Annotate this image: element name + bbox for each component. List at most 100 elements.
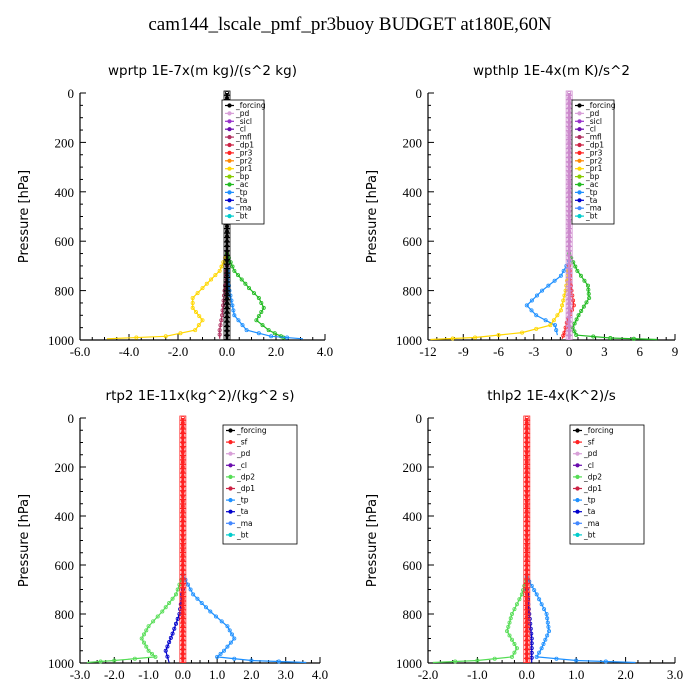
series-point xyxy=(574,333,579,338)
zero-profile-marker xyxy=(523,433,531,439)
series-point xyxy=(541,642,546,647)
zero-profile-marker xyxy=(179,517,187,522)
x-tick-label: -2.0 xyxy=(418,667,439,682)
legend-marker xyxy=(575,498,580,503)
x-tick-label: 0.0 xyxy=(519,667,535,682)
series-point xyxy=(204,281,209,286)
zero-profile-marker xyxy=(223,268,231,274)
series-point xyxy=(508,616,513,621)
y-tick-label: 400 xyxy=(403,185,423,200)
panel-title: rtp2 1E-11x(kg^2)/(kg^2 s) xyxy=(106,388,295,404)
x-tick-label: 2.0 xyxy=(268,344,284,359)
zero-profile-marker xyxy=(179,565,187,571)
series-point xyxy=(153,654,158,659)
x-tick-label: 3.0 xyxy=(667,667,683,682)
x-tick-label: -12 xyxy=(419,344,436,359)
zero-profile-marker xyxy=(223,281,231,287)
series-point xyxy=(213,614,218,619)
legend-marker xyxy=(577,111,582,116)
x-tick-label: 6 xyxy=(636,344,643,359)
series-point xyxy=(576,313,581,318)
series-point xyxy=(546,283,551,288)
series-point xyxy=(534,313,539,318)
zero-profile-marker xyxy=(523,499,531,505)
legend-label: _sicl xyxy=(585,117,602,126)
series-point xyxy=(259,310,264,315)
zero-profile-marker xyxy=(179,486,187,491)
zero-profile-marker xyxy=(179,539,187,544)
series-point xyxy=(554,656,559,661)
series-point xyxy=(232,636,237,641)
legend-marker xyxy=(575,532,580,538)
y-tick-label: 200 xyxy=(403,135,423,150)
series-point xyxy=(586,287,591,292)
zero-profile-marker xyxy=(523,583,531,588)
zero-profile-marker xyxy=(523,494,531,500)
zero-profile-marker xyxy=(223,241,231,247)
panel-3: -3.0 -2.0 -1.0 0.0 1.0 2.0 3.0 4.0 0 200 400 600 800… xyxy=(17,388,328,682)
zero-profile-marker xyxy=(223,246,231,252)
zero-profile-marker xyxy=(179,640,187,646)
series-point xyxy=(534,592,539,597)
series-point xyxy=(561,268,566,273)
series-point xyxy=(545,633,550,638)
series-point xyxy=(514,646,519,651)
legend-marker xyxy=(577,214,582,219)
zero-profile-marker xyxy=(523,618,531,624)
x-tick-label: -3.0 xyxy=(70,667,91,682)
x-tick-label: 0.0 xyxy=(219,344,235,359)
y-tick-label: 800 xyxy=(403,284,423,299)
zero-profile-marker xyxy=(223,295,231,300)
zero-profile-marker xyxy=(179,530,187,536)
series-point xyxy=(509,637,514,642)
series-point xyxy=(149,651,154,656)
y-tick-label: 1000 xyxy=(396,333,422,348)
legend-label: _sf xyxy=(583,438,595,447)
y-tick-label: 400 xyxy=(55,509,75,524)
zero-profile-marker xyxy=(179,508,187,514)
series-point xyxy=(603,659,608,664)
legend-label: _sicl xyxy=(235,117,252,126)
series-point xyxy=(190,300,195,305)
series-point xyxy=(141,632,146,637)
y-tick-label: 0 xyxy=(416,411,423,426)
zero-profile-marker xyxy=(179,424,187,430)
series-point xyxy=(167,600,172,605)
zero-profile-marker xyxy=(179,622,187,628)
legend-label: _ta xyxy=(585,196,597,205)
series-point xyxy=(631,336,636,341)
series-point xyxy=(545,616,550,621)
series-point xyxy=(256,314,261,319)
zero-profile-marker xyxy=(223,290,231,296)
y-tick-label: 200 xyxy=(403,460,423,475)
legend-label: _dp1 xyxy=(235,141,254,150)
legend-label: _forcing xyxy=(583,426,614,435)
legend-label: _forcing xyxy=(236,426,267,435)
series-point xyxy=(586,291,591,296)
series-point xyxy=(520,330,525,335)
series-point xyxy=(228,260,233,265)
legend-marker xyxy=(577,190,582,195)
zero-profile-marker xyxy=(565,295,573,300)
series-point xyxy=(260,323,265,328)
series-point xyxy=(190,296,195,301)
legend-label: _pd xyxy=(583,449,598,458)
series-point xyxy=(139,636,144,641)
series-point xyxy=(524,303,529,308)
y-tick-label: 800 xyxy=(403,607,423,622)
zero-profile-marker xyxy=(523,420,531,425)
zero-profile-marker xyxy=(523,446,531,452)
series-point xyxy=(225,624,230,629)
legend-label: _cl xyxy=(236,461,247,470)
series-point xyxy=(225,644,230,649)
series-point xyxy=(213,273,218,278)
legend-label: _dp1 xyxy=(236,484,255,493)
zero-profile-marker xyxy=(223,272,231,278)
series-point xyxy=(584,300,589,305)
zero-profile-marker xyxy=(523,530,531,536)
series-point xyxy=(563,325,568,330)
legend-marker xyxy=(228,428,233,433)
series-point xyxy=(539,602,544,607)
panel-4: -2.0 -1.0 0.0 1.0 2.0 3.0 0 200 400 600 800 1000 thl… xyxy=(365,388,683,682)
series-point xyxy=(188,587,193,592)
